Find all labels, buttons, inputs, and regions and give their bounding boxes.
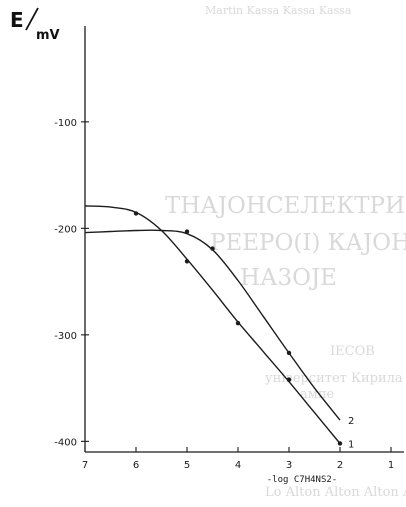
- data-points: [133, 211, 343, 446]
- series-2-point: [286, 350, 292, 356]
- bleed-text-line7: Lo Alton Alton Alton Aalton Aalton: [265, 485, 406, 500]
- x-tick-label: 7: [82, 460, 88, 471]
- x-tick-label: 2: [337, 460, 343, 471]
- axis-ticks: 7 6 5 4 3 2 1-100-200-300-400: [54, 118, 394, 471]
- y-axis-label-e: E: [10, 8, 24, 32]
- y-tick-label: -400: [54, 437, 77, 448]
- series-1-point: [286, 377, 292, 382]
- x-axis-label: -log C7H4NS2-: [267, 475, 337, 485]
- series-1-label: 1: [348, 439, 354, 450]
- series-1-point: [235, 320, 241, 326]
- bleed-text-top: Martin Kassa Kassa Kassa: [205, 4, 352, 17]
- y-tick-label: -200: [54, 224, 77, 235]
- x-tick-label: 4: [235, 460, 241, 471]
- x-tick-label: 6: [133, 460, 139, 471]
- bleed-through-text: Martin Kassa Kassa Kassa ТНАЈОНСЕЛЕКТРИВ…: [165, 4, 406, 500]
- y-axis-label: E mV: [10, 7, 60, 43]
- bleed-text-line1: ТНАЈОНСЕЛЕКТРИВНА: [165, 193, 406, 219]
- x-tick-label: 1: [388, 460, 394, 471]
- series-2-point: [184, 229, 190, 234]
- series-1-point: [184, 259, 190, 264]
- x-tick-label: 5: [184, 460, 190, 471]
- bleed-text-line4: ІЕСОВ: [330, 344, 375, 359]
- series-1-point: [133, 211, 139, 216]
- series-1-point: [337, 441, 343, 446]
- y-axis-label-slash: [25, 7, 39, 31]
- y-tick-label: -100: [54, 118, 77, 129]
- y-tick-label: -300: [54, 331, 77, 342]
- y-axis-label-unit: mV: [36, 28, 60, 43]
- bleed-text-line6: ампе: [300, 387, 335, 402]
- series-2-label: 2: [348, 416, 354, 427]
- bleed-text-line5: університет Кирила і Методија: [265, 371, 406, 386]
- bleed-text-line3: НА3ОЈЕ: [240, 265, 337, 291]
- series-2-point: [210, 246, 215, 251]
- series-labels: 12: [348, 416, 354, 450]
- bleed-text-line2: РЕЕРО(І) КАЈОНОТ: [210, 230, 406, 256]
- series-1-line: [84, 205, 341, 444]
- x-tick-label: 3: [286, 460, 292, 471]
